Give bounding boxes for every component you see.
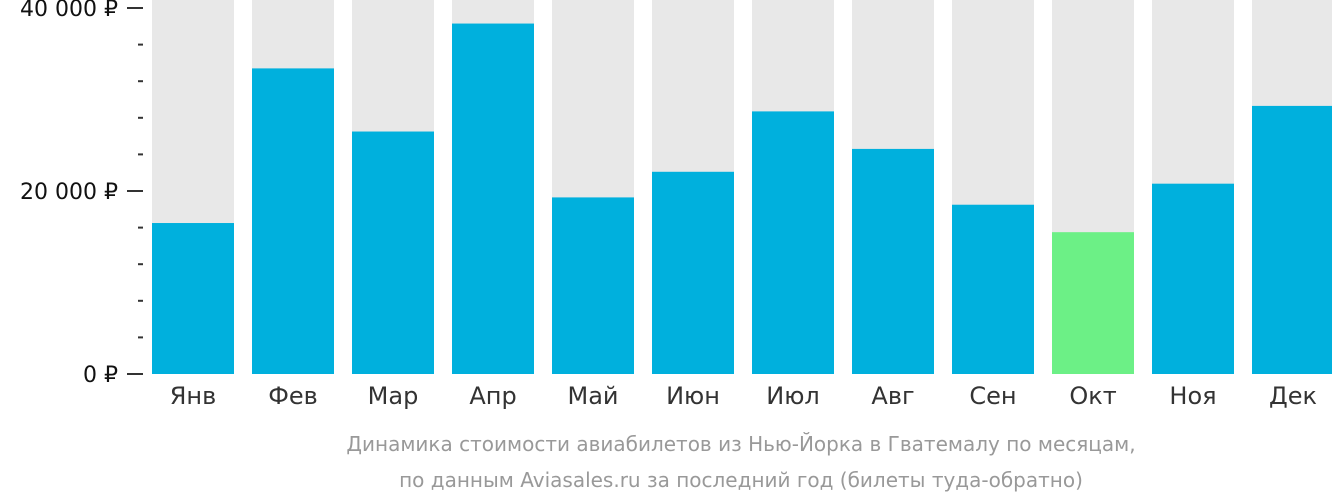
caption-line-2: по данным Aviasales.ru за последний год … <box>399 468 1083 492</box>
bar-6[interactable] <box>752 111 834 375</box>
data-bars <box>152 23 1332 375</box>
bar-4[interactable] <box>552 197 634 374</box>
x-tick-label: Окт <box>1069 382 1116 410</box>
x-tick-label: Май <box>567 382 618 410</box>
bar-5[interactable] <box>652 171 734 374</box>
chart-caption: Динамика стоимости авиабилетов из Нью-Йо… <box>346 432 1135 492</box>
y-tick-label: 20 000 ₽ <box>20 180 118 205</box>
bar-2[interactable] <box>352 131 434 374</box>
x-tick-label: Июн <box>666 382 720 410</box>
bar-3[interactable] <box>452 23 534 375</box>
x-tick-label: Сен <box>969 382 1016 410</box>
x-tick-label: Янв <box>170 382 217 410</box>
x-tick-label: Дек <box>1269 382 1317 410</box>
bar-1[interactable] <box>252 68 334 374</box>
y-tick-label: 40 000 ₽ <box>20 0 118 22</box>
bar-0[interactable] <box>152 223 234 374</box>
bar-8[interactable] <box>952 204 1034 374</box>
y-tick-label: 0 ₽ <box>83 363 118 388</box>
x-tick-label: Авг <box>871 382 914 410</box>
bar-10[interactable] <box>1152 183 1234 374</box>
caption-line-1: Динамика стоимости авиабилетов из Нью-Йо… <box>346 432 1135 456</box>
x-tick-label: Июл <box>766 382 820 410</box>
x-tick-label: Фев <box>268 382 318 410</box>
x-tick-label: Ноя <box>1169 382 1216 410</box>
y-axis: 0 ₽ 20 000 ₽ 40 000 ₽ <box>20 0 143 388</box>
bar-7[interactable] <box>852 148 934 374</box>
x-axis-labels: Янв Фев Мар Апр Май Июн Июл Авг Сен Окт Ноя Дек <box>170 382 1317 410</box>
bar-11[interactable] <box>1252 105 1332 374</box>
bar-9[interactable] <box>1052 232 1134 374</box>
x-tick-label: Апр <box>469 382 516 410</box>
x-tick-label: Мар <box>368 382 419 410</box>
